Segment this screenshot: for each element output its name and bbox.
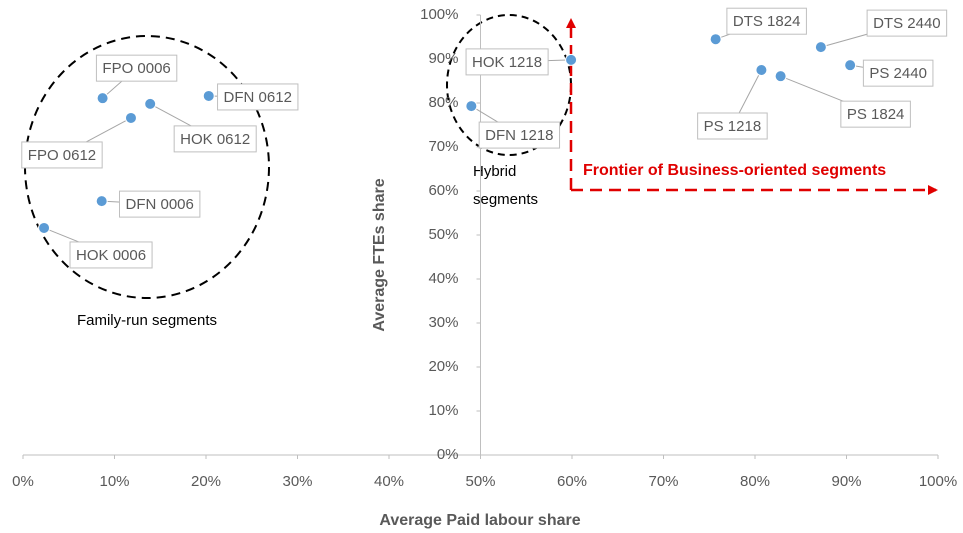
label-box — [21, 141, 103, 169]
x-tick-label: 60% — [557, 473, 587, 490]
data-label: FPO 0006 — [102, 60, 170, 77]
x-tick-label: 10% — [99, 473, 129, 490]
data-label: FPO 0612 — [28, 147, 96, 164]
point — [755, 64, 768, 76]
point — [774, 70, 787, 83]
label-box — [119, 190, 201, 218]
label-box — [478, 121, 561, 149]
family-annotation: Family-run segments — [77, 312, 217, 329]
point — [144, 97, 157, 110]
x-tick-label: 20% — [191, 473, 221, 490]
point — [124, 111, 137, 124]
data-label: HOK 0612 — [180, 131, 250, 148]
x-tick-label: 80% — [740, 473, 770, 490]
label-box — [217, 83, 299, 111]
y-tick-label: 60% — [428, 182, 458, 199]
y-tick-label: 80% — [428, 94, 458, 111]
data-label: DTS 2440 — [873, 15, 941, 32]
y-axis-title: Average FTEs share — [371, 178, 388, 331]
label-box — [840, 100, 911, 128]
label-box — [726, 7, 807, 35]
hybrid-annotation: segments — [473, 191, 538, 208]
x-tick-label: 40% — [374, 473, 404, 490]
y-tick-label: 90% — [428, 50, 458, 67]
y-tick-label: 100% — [420, 6, 458, 23]
point — [814, 41, 827, 54]
point — [95, 195, 108, 208]
data-label: DFN 0006 — [126, 196, 194, 213]
y-tick-label: 70% — [428, 138, 458, 155]
y-tick-label: 10% — [428, 402, 458, 419]
label-box — [173, 125, 257, 153]
label-box — [95, 54, 178, 82]
x-tick-label: 100% — [919, 473, 957, 490]
x-axis-title: Average Paid labour share — [379, 512, 580, 529]
point — [202, 89, 215, 102]
y-tick-label: 0% — [437, 446, 459, 463]
point — [38, 221, 51, 234]
point — [96, 92, 109, 105]
data-label: DFN 1218 — [485, 127, 553, 144]
frontier-annotation: Frontier of Business-oriented segments — [583, 162, 886, 179]
x-tick-label: 0% — [12, 473, 34, 490]
point — [709, 33, 722, 46]
data-label: HOK 1218 — [472, 54, 542, 71]
data-label: DFN 0612 — [224, 89, 292, 106]
label-box — [69, 241, 153, 269]
x-tick-label: 50% — [465, 473, 495, 490]
data-label: PS 2440 — [869, 65, 927, 82]
y-tick-label: 40% — [428, 270, 458, 287]
data-label: DTS 1824 — [733, 13, 801, 30]
hybrid-annotation: Hybrid — [473, 163, 516, 180]
y-tick-label: 20% — [428, 358, 458, 375]
x-tick-label: 70% — [648, 473, 678, 490]
y-tick-label: 30% — [428, 314, 458, 331]
label-box — [862, 59, 934, 87]
point — [844, 59, 857, 72]
point — [465, 100, 478, 113]
data-label: PS 1218 — [704, 118, 762, 135]
data-label: HOK 0006 — [76, 247, 146, 264]
point — [565, 53, 578, 66]
label-box — [465, 48, 549, 76]
y-tick-label: 50% — [428, 226, 458, 243]
label-box — [697, 112, 768, 140]
x-tick-label: 30% — [282, 473, 312, 490]
x-tick-label: 90% — [831, 473, 861, 490]
label-box — [866, 9, 948, 37]
data-label: PS 1824 — [847, 106, 905, 123]
